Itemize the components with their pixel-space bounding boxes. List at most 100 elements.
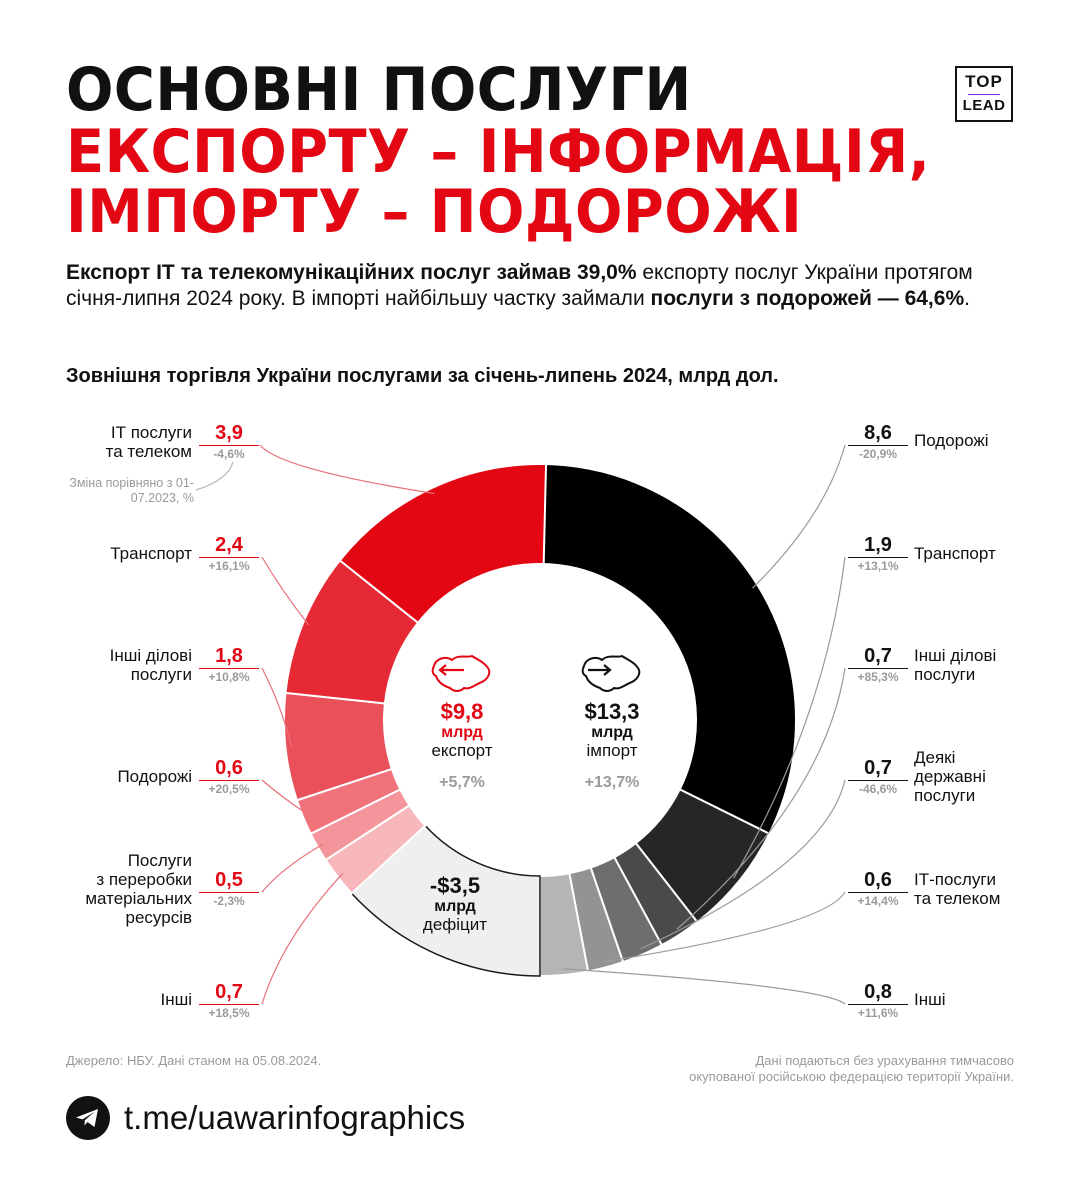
import-leader-3 [640, 779, 846, 950]
note-connector [195, 461, 234, 491]
lead-bold-3: послуги з подорожей — 64,6% [650, 287, 965, 310]
export-value-processing: 0,5 -2,3% [199, 869, 259, 908]
lead-bold-1: Експорт ІТ та телекомунікаційних послуг … [66, 261, 637, 284]
import-value-other-num: 0,8 [848, 981, 908, 1005]
export-leader-2 [261, 667, 292, 747]
export-total-unit: млрд [441, 724, 483, 741]
import-value-government-num: 0,7 [848, 757, 908, 781]
export-leader-1 [261, 556, 310, 626]
import-label-other: Інші [914, 990, 946, 1009]
import-value-business-change: +85,3% [857, 670, 899, 684]
export-label-processing: Послуги з переробки матеріальних ресурсів [85, 851, 192, 927]
export-leader-0 [259, 444, 435, 495]
logo-top-text: TOP [965, 72, 1003, 91]
source-note: Джерело: НБУ. Дані станом на 05.08.2024. [66, 1053, 322, 1068]
export-value-it-num: 3,9 [199, 422, 259, 446]
export-value-other: 0,7 +18,5% [199, 981, 259, 1020]
export-value-processing-num: 0,5 [199, 869, 259, 893]
logo-divider [968, 94, 1000, 95]
import-value-government-change: -46,6% [858, 782, 898, 796]
export-label-transport: Транспорт [110, 544, 192, 563]
import-leader-1 [733, 556, 846, 879]
import-value-transport: 1,9 +13,1% [848, 534, 908, 573]
deficit-total: -$3,5 млрд дефіцит [395, 873, 515, 935]
disclaimer: Дані подаються без урахування тимчасово … [689, 1053, 1014, 1085]
top-lead-logo: TOP LEAD [955, 66, 1013, 122]
export-value-business-change: +10,8% [208, 670, 250, 684]
import-leader-0 [752, 444, 846, 589]
export-total-change: +5,7% [439, 774, 485, 791]
export-slice-0 [338, 463, 548, 625]
title-line-2: ЕКСПОРТУ – ІНФОРМАЦІЯ, [66, 117, 931, 187]
export-label-travel: Подорожі [117, 767, 192, 786]
import-leader-2 [676, 667, 846, 930]
import-total-caption: імпорт [586, 741, 638, 760]
export-value-transport-num: 2,4 [199, 534, 259, 558]
deficit-caption: дефіцит [422, 915, 488, 934]
import-value-it-num: 0,6 [848, 869, 908, 893]
import-value-business-num: 0,7 [848, 645, 908, 669]
telegram-icon[interactable] [66, 1096, 110, 1140]
export-label-other: Інші [160, 990, 192, 1009]
import-value-it-change: +14,4% [857, 894, 899, 908]
change-note: Зміна порівняно з 01-07.2023, % [69, 476, 194, 505]
import-value-travel-change: -20,9% [858, 447, 898, 461]
import-value-travel-num: 8,6 [848, 422, 908, 446]
import-label-travel: Подорожі [914, 431, 989, 450]
export-value-travel: 0,6 +20,5% [199, 757, 259, 796]
export-total-value: $9,8 [440, 699, 484, 724]
title-line-3: ІМПОРТУ – ПОДОРОЖІ [66, 177, 803, 247]
import-value-other-change: +11,6% [857, 1006, 899, 1020]
import-total-change: +13,7% [584, 774, 640, 791]
export-total: $9,8 млрд експорт +5,7% [402, 700, 522, 792]
logo-bottom-text: LEAD [962, 97, 1006, 114]
export-leader-4 [261, 843, 324, 893]
import-map-icon [581, 654, 641, 692]
import-total-unit: млрд [591, 724, 633, 741]
import-label-transport: Транспорт [914, 544, 996, 563]
export-leader-5 [261, 873, 344, 1005]
import-leader-4 [604, 891, 846, 963]
lead-text-4: . [964, 287, 970, 310]
import-value-other: 0,8 +11,6% [848, 981, 908, 1020]
export-label-it: ІТ послуги та телеком [105, 423, 192, 461]
import-value-transport-change: +13,1% [857, 559, 899, 573]
export-value-business-num: 1,8 [199, 645, 259, 669]
export-map-icon [431, 654, 491, 692]
lead-text-2: експорту послуг України протягом січня-л… [66, 261, 973, 310]
import-value-government: 0,7 -46,6% [848, 757, 908, 796]
import-total: $13,3 млрд імпорт +13,7% [552, 700, 672, 792]
export-leader-3 [261, 779, 310, 816]
lead-paragraph: Експорт ІТ та телекомунікаційних послуг … [66, 260, 1026, 312]
telegram-link[interactable]: t.me/uawarinfographics [124, 1099, 466, 1136]
import-value-business: 0,7 +85,3% [848, 645, 908, 684]
export-value-processing-change: -2,3% [213, 894, 245, 908]
title-line-1: ОСНОВНІ ПОСЛУГИ [66, 55, 692, 125]
import-value-travel: 8,6 -20,9% [848, 422, 908, 461]
export-value-business: 1,8 +10,8% [199, 645, 259, 684]
import-value-it: 0,6 +14,4% [848, 869, 908, 908]
export-total-caption: експорт [431, 741, 493, 760]
import-label-business: Інші ділові послуги [914, 646, 997, 684]
chart-title: Зовнішня торгівля України послугами за с… [66, 365, 779, 387]
import-slice-0 [539, 462, 797, 836]
export-value-transport-change: +16,1% [208, 559, 250, 573]
import-leader-5 [563, 968, 846, 1005]
export-value-it: 3,9 -4,6% [199, 422, 259, 461]
disclaimer-line-1: Дані подаються без урахування тимчасово [755, 1053, 1014, 1068]
export-label-business: Інші ділові послуги [109, 646, 192, 684]
deficit-unit: млрд [434, 898, 476, 915]
export-value-travel-num: 0,6 [199, 757, 259, 781]
import-total-value: $13,3 [584, 699, 640, 724]
export-value-other-change: +18,5% [208, 1006, 250, 1020]
export-value-transport: 2,4 +16,1% [199, 534, 259, 573]
export-value-travel-change: +20,5% [208, 782, 250, 796]
disclaimer-line-2: окупованої російською федерацією територ… [689, 1069, 1014, 1084]
import-label-it: ІТ-послуги та телеком [914, 870, 1001, 908]
export-value-it-change: -4,6% [213, 447, 245, 461]
deficit-value: -$3,5 [429, 873, 481, 898]
export-value-other-num: 0,7 [199, 981, 259, 1005]
import-value-transport-num: 1,9 [848, 534, 908, 558]
import-label-government: Деякі державні послуги [914, 748, 986, 805]
